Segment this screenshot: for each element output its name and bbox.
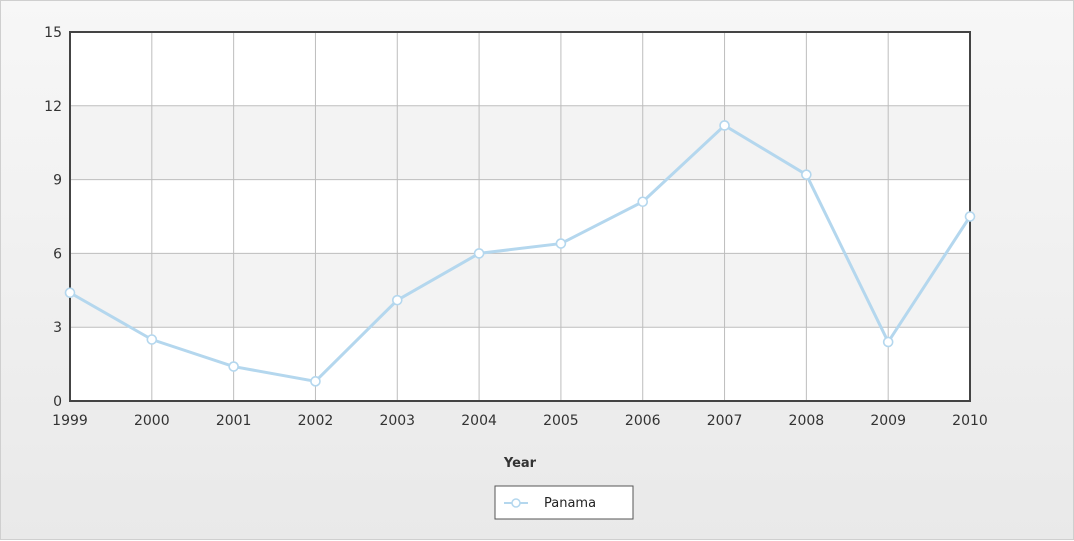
x-axis-title: Year — [503, 456, 537, 471]
data-point[interactable] — [555, 238, 567, 249]
x-tick-label: 2001 — [216, 413, 252, 429]
series-line — [68, 123, 972, 383]
legend: Panama — [494, 485, 634, 520]
y-tick-label: 15 — [44, 25, 62, 41]
data-point[interactable] — [637, 196, 649, 208]
y-tick-label: 3 — [53, 320, 62, 336]
x-tick-label: 2007 — [707, 413, 743, 429]
x-tick-label: 2000 — [134, 413, 170, 429]
x-tick-label: 2010 — [952, 413, 988, 429]
data-point[interactable] — [719, 120, 730, 131]
legend-marker-icon — [511, 498, 521, 508]
x-tick-label: 2009 — [870, 413, 906, 429]
data-point[interactable] — [964, 211, 976, 222]
x-tick-label: 2004 — [461, 413, 497, 429]
data-point[interactable] — [228, 361, 239, 372]
x-tick-label: 2002 — [298, 413, 334, 429]
plot-area — [70, 32, 970, 401]
x-tick-label: 2003 — [379, 413, 415, 429]
x-tick-label: 1999 — [52, 413, 88, 429]
data-point[interactable] — [801, 169, 812, 180]
x-tick-label: 2008 — [789, 413, 825, 429]
x-axis-ticks: 1999 2000 2001 2002 2003 2004 2005 2006 2007 2008… — [52, 413, 988, 429]
y-tick-label: 12 — [44, 99, 62, 115]
plot-band — [70, 253, 970, 328]
legend-label: Panama — [544, 496, 596, 511]
y-axis-ticks: 0 3 6 9 12 15 — [44, 25, 62, 410]
data-point[interactable] — [64, 287, 76, 299]
data-point[interactable] — [882, 336, 894, 348]
y-tick-label: 0 — [53, 394, 62, 410]
x-tick-label: 2005 — [543, 413, 579, 429]
data-point[interactable] — [473, 248, 485, 259]
y-tick-label: 9 — [53, 173, 62, 189]
plot-band — [70, 105, 970, 180]
plot-bands — [70, 105, 970, 328]
data-point[interactable] — [146, 334, 158, 345]
y-tick-label: 6 — [53, 246, 62, 262]
series-group — [64, 120, 976, 387]
data-point[interactable] — [310, 376, 321, 387]
data-point[interactable] — [391, 294, 403, 306]
x-tick-label: 2006 — [625, 413, 661, 429]
